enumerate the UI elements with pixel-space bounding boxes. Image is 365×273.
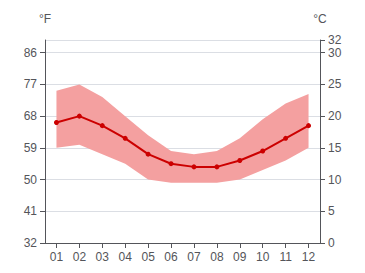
svg-text:07: 07 (187, 250, 201, 264)
svg-text:08: 08 (210, 250, 224, 264)
svg-text:10: 10 (256, 250, 270, 264)
svg-text:68: 68 (24, 109, 38, 123)
svg-text:30: 30 (328, 46, 342, 60)
svg-text:11: 11 (279, 250, 292, 264)
svg-text:86: 86 (24, 46, 38, 60)
svg-text:09: 09 (233, 250, 247, 264)
svg-text:50: 50 (24, 173, 38, 187)
svg-text:04: 04 (119, 250, 133, 264)
svg-text:5: 5 (328, 204, 335, 218)
svg-text:01: 01 (50, 250, 64, 264)
svg-text:41: 41 (24, 204, 38, 218)
svg-text:02: 02 (73, 250, 87, 264)
svg-text:25: 25 (328, 77, 342, 91)
svg-text:15: 15 (328, 141, 342, 155)
svg-text:10: 10 (328, 173, 342, 187)
svg-text:°F: °F (39, 12, 51, 26)
svg-text:32: 32 (328, 33, 342, 47)
svg-text:59: 59 (24, 141, 38, 155)
svg-text:0: 0 (328, 236, 335, 250)
svg-text:20: 20 (328, 109, 342, 123)
svg-text:12: 12 (302, 250, 316, 264)
svg-text:32: 32 (24, 236, 38, 250)
svg-text:03: 03 (96, 250, 110, 264)
svg-text:06: 06 (164, 250, 178, 264)
svg-text:77: 77 (24, 77, 38, 91)
svg-text:05: 05 (141, 250, 155, 264)
svg-text:°C: °C (313, 12, 327, 26)
